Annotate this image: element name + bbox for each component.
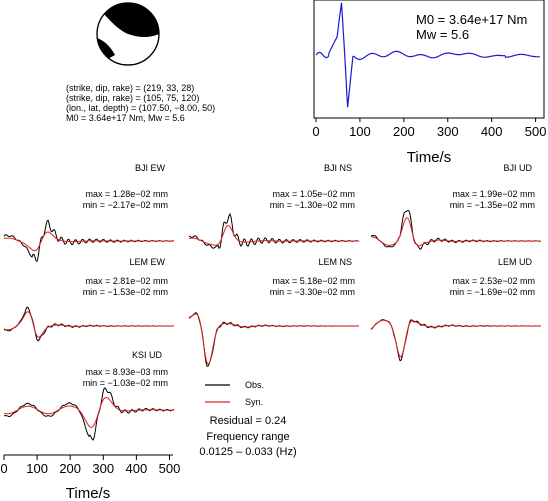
station-title: LEM EW bbox=[129, 257, 165, 267]
bottom-x-tick-label: 0 bbox=[0, 461, 7, 476]
station-max: max = 1.28e−02 mm bbox=[85, 189, 168, 199]
station-min: min = −1.03e−02 mm bbox=[83, 378, 168, 388]
residual-label: Residual = 0.24 bbox=[210, 415, 287, 427]
station-min: min = −1.30e−02 mm bbox=[270, 200, 355, 210]
source-parameters: (strike, dip, rake) = (219, 33, 28) (str… bbox=[66, 83, 215, 123]
station-min: min = −3.30e−02 mm bbox=[270, 287, 355, 297]
station-min: min = −2.17e−02 mm bbox=[83, 200, 168, 210]
station-panel-bji-ud: BJI UD max = 1.99e−02 mm min = −1.35e−02… bbox=[450, 163, 535, 210]
station-max: max = 1.05e−02 mm bbox=[272, 189, 355, 199]
syn-series-line bbox=[370, 319, 541, 358]
syn-series-line bbox=[188, 224, 359, 246]
station-panel-lem-ud: LEM UD max = 2.53e−02 mm min = −1.69e−02… bbox=[450, 257, 535, 297]
fit-info: Residual = 0.24 Frequency range 0.0125 –… bbox=[199, 415, 296, 458]
station-min: min = −1.53e−02 mm bbox=[83, 287, 168, 297]
obs-series-line bbox=[3, 219, 174, 263]
station-title: BJI UD bbox=[503, 163, 532, 173]
obs-series-line bbox=[3, 387, 175, 441]
station-title: LEM NS bbox=[318, 257, 352, 267]
legend-syn-label: Syn. bbox=[245, 397, 263, 407]
stf-frame bbox=[313, 0, 545, 119]
station-panels: BJI EW max = 1.28e−02 mm min = −2.17e−02… bbox=[3, 163, 542, 441]
station-panel-ksi-ud: KSI UD max = 8.93e−03 mm min = −1.03e−02… bbox=[83, 350, 168, 388]
station-max: max = 8.93e−03 mm bbox=[85, 367, 168, 377]
bottom-time-axis: 0 100 200 300 400 500 Time/s bbox=[0, 454, 180, 501]
station-panel-bji-ew: BJI EW max = 1.28e−02 mm min = −2.17e−02… bbox=[83, 163, 168, 210]
station-min: min = −1.69e−02 mm bbox=[450, 287, 535, 297]
syn-series-line bbox=[3, 396, 174, 428]
bottom-x-tick-label: 300 bbox=[92, 461, 114, 476]
syn-series-line bbox=[3, 231, 174, 252]
bottom-x-tick-label: 200 bbox=[59, 461, 81, 476]
stf-mw-label: Mw = 5.6 bbox=[416, 27, 469, 42]
station-panel-lem-ns: LEM NS max = 5.18e−02 mm min = −3.30e−02… bbox=[270, 257, 355, 297]
station-title: BJI NS bbox=[324, 163, 352, 173]
bottom-x-tick-label: 400 bbox=[126, 461, 148, 476]
bottom-x-ticks: 0 100 200 300 400 500 bbox=[0, 455, 180, 476]
syn-series-line bbox=[371, 217, 541, 247]
param-line-2: (strike, dip, rake) = (105, 75, 120) bbox=[66, 93, 199, 103]
waveform-traces bbox=[3, 209, 542, 441]
station-panel-lem-ew: LEM EW max = 2.81e−02 mm min = −1.53e−02… bbox=[83, 257, 168, 297]
param-line-4: M0 = 3.64e+17 Nm, Mw = 5.6 bbox=[66, 113, 185, 123]
stf-x-tick-label: 0 bbox=[312, 124, 319, 139]
frequency-range-title: Frequency range bbox=[206, 431, 289, 443]
legend-obs-label: Obs. bbox=[245, 380, 264, 390]
syn-series-line bbox=[3, 311, 174, 338]
station-max: max = 2.53e−02 mm bbox=[452, 276, 535, 286]
station-max: max = 5.18e−02 mm bbox=[272, 276, 355, 286]
station-min: min = −1.35e−02 mm bbox=[450, 200, 535, 210]
obs-series-line bbox=[370, 209, 542, 250]
station-title: BJI EW bbox=[135, 163, 166, 173]
station-max: max = 1.99e−02 mm bbox=[452, 189, 535, 199]
stf-x-label: Time/s bbox=[407, 149, 451, 166]
frequency-range-value: 0.0125 – 0.033 (Hz) bbox=[199, 446, 296, 458]
legend: Obs. Syn. bbox=[205, 380, 264, 407]
station-title: KSI UD bbox=[132, 350, 163, 360]
stf-panel: M0 = 3.64e+17 Nm Mw = 5.6 0 100 200 300 400 5… bbox=[312, 0, 546, 166]
bottom-x-label: Time/s bbox=[66, 485, 110, 501]
stf-x-tick-label: 500 bbox=[525, 124, 547, 139]
station-max: max = 2.81e−02 mm bbox=[85, 276, 168, 286]
param-line-3: (lon., lat, depth) = (107.50, −8.00, 50) bbox=[66, 103, 215, 113]
obs-series-line bbox=[188, 212, 360, 249]
stf-x-tick-label: 200 bbox=[393, 124, 415, 139]
beachball-icon bbox=[96, 2, 160, 66]
stf-x-tick-label: 300 bbox=[437, 124, 459, 139]
station-panel-bji-ns: BJI NS max = 1.05e−02 mm min = −1.30e−02… bbox=[270, 163, 355, 210]
stf-series-line bbox=[315, 2, 540, 108]
stf-x-tick-label: 100 bbox=[349, 124, 371, 139]
station-title: LEM UD bbox=[498, 257, 533, 267]
bottom-x-tick-label: 100 bbox=[26, 461, 48, 476]
stf-x-ticks: 0 100 200 300 400 500 bbox=[312, 118, 546, 139]
param-line-1: (strike, dip, rake) = (219, 33, 28) bbox=[66, 83, 194, 93]
stf-m0-label: M0 = 3.64e+17 Nm bbox=[416, 12, 527, 27]
syn-series-line bbox=[188, 313, 359, 365]
bottom-x-tick-label: 500 bbox=[159, 461, 181, 476]
stf-x-tick-label: 400 bbox=[481, 124, 503, 139]
